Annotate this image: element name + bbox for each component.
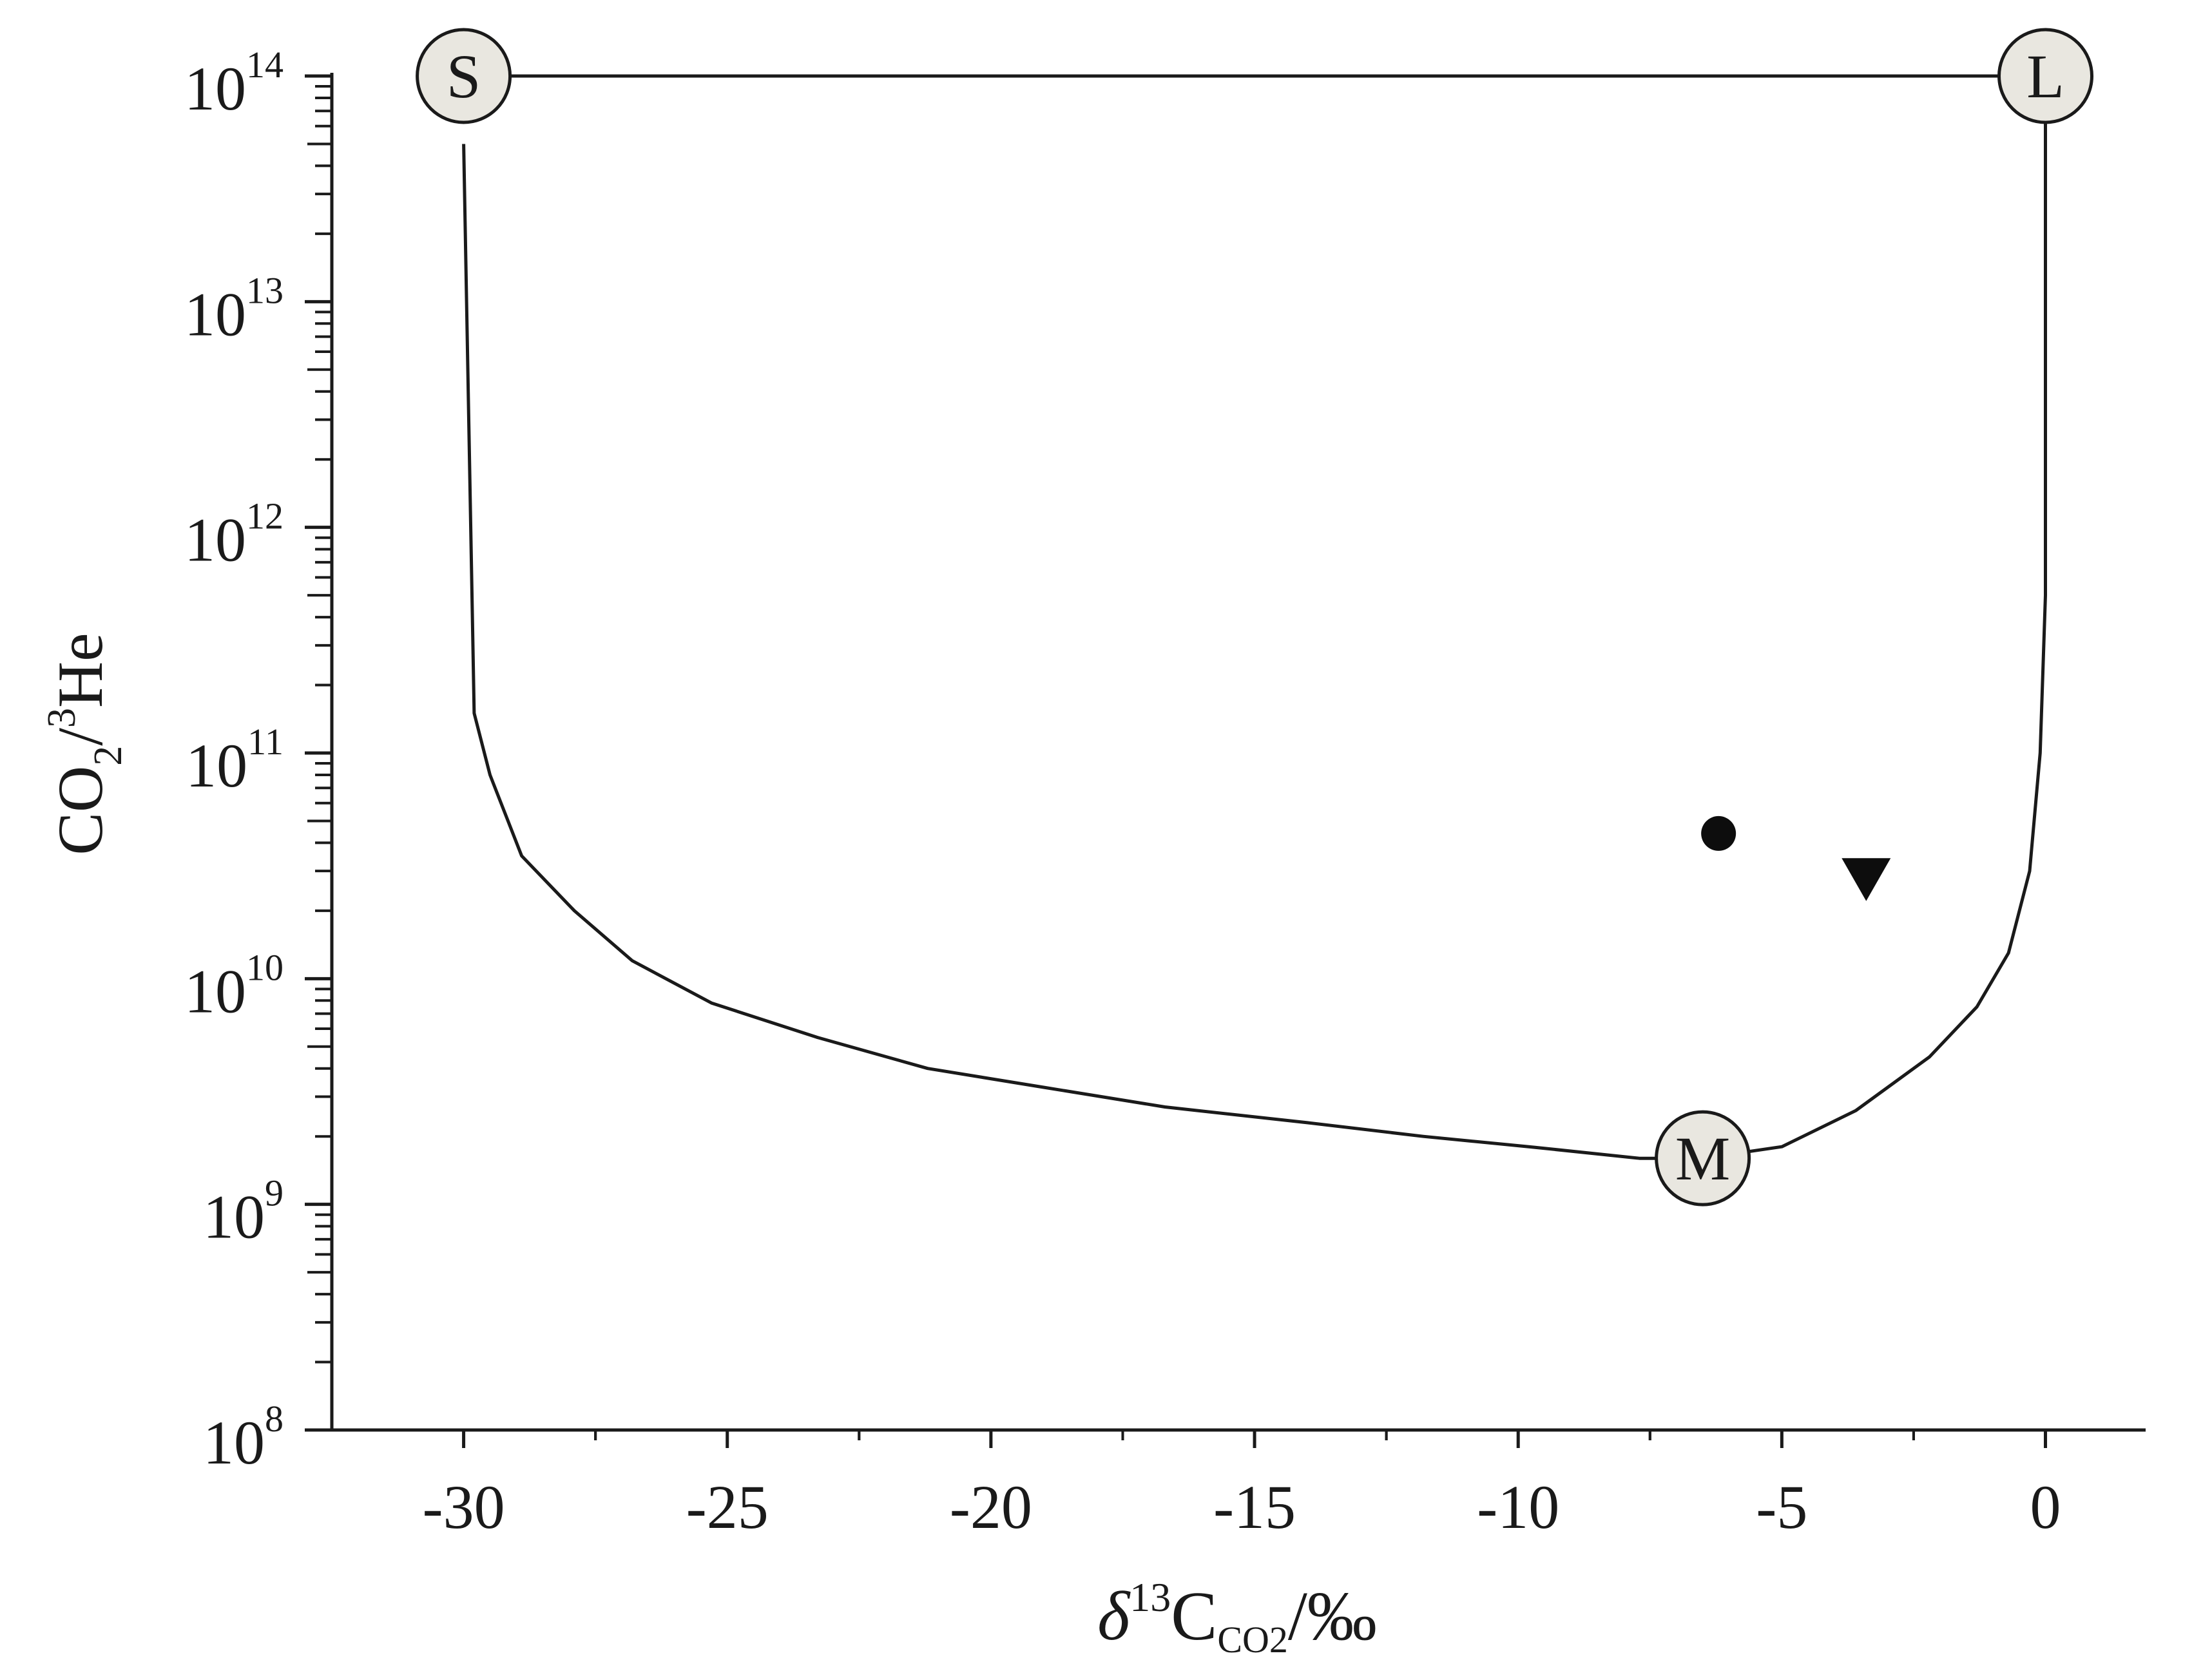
data-point-triangle [1842, 858, 1891, 901]
y-tick-label-exponent: 12 [246, 495, 284, 537]
y-tick-label-exponent: 11 [247, 721, 284, 763]
y-tick-label: 1011 [186, 721, 284, 800]
y-axis-label-base: CO [44, 766, 116, 855]
end-member-circle [416, 28, 512, 124]
y-tick-label: 1012 [184, 495, 284, 575]
y-tick-label: 1010 [184, 946, 284, 1025]
y-tick-label-base: 10 [184, 280, 246, 348]
end-member-label: L [2026, 42, 2064, 111]
mixing-curve [462, 144, 1703, 1160]
y-tick-label-exponent: 10 [246, 946, 284, 988]
end-member-circle [1997, 28, 2094, 124]
y-axis-label-subscript: 2 [86, 746, 130, 766]
end-member-M: M [1655, 1110, 1751, 1206]
x-tick-label: 0 [2030, 1473, 2061, 1541]
y-tick-label-base: 10 [184, 54, 246, 123]
y-tick-label-base: 10 [184, 506, 246, 575]
y-tick-label-base: 10 [203, 1408, 265, 1477]
end-member-circle [1655, 1110, 1751, 1206]
y-tick-label-base: 10 [203, 1183, 265, 1252]
y-tick-label: 109 [203, 1172, 284, 1252]
x-axis-label: δ13CCO2/‰ [1097, 1574, 1377, 1661]
y-tick-label-exponent: 9 [265, 1172, 284, 1214]
x-tick-label: -5 [1756, 1473, 1807, 1541]
data-point-circle [1701, 815, 1736, 851]
y-tick-label-exponent: 8 [265, 1398, 284, 1440]
x-tick-label: -20 [950, 1473, 1032, 1541]
y-tick-label-exponent: 13 [246, 269, 284, 311]
x-axis-label-mass: 13 [1130, 1574, 1171, 1620]
y-tick-label-base: 10 [186, 731, 247, 800]
x-axis-label-delta: δ [1097, 1578, 1131, 1655]
x-tick-label: -15 [1213, 1473, 1296, 1541]
mixing-curve [1702, 76, 2047, 1160]
y-tick-label-exponent: 14 [246, 44, 284, 86]
end-member-L: L [1997, 28, 2094, 124]
x-axis-label-unit: /‰ [1288, 1578, 1377, 1655]
end-member-S: S [416, 28, 512, 124]
y-tick-label: 1013 [184, 269, 284, 348]
x-tick-label: -30 [423, 1473, 505, 1541]
x-axis-label-subscript: CO2 [1217, 1619, 1288, 1661]
end-member-label: S [447, 42, 481, 111]
x-axis-label-element: C [1171, 1578, 1217, 1655]
y-axis-label: CO2/3He [40, 633, 130, 855]
y-axis-label-mass: 3 [40, 708, 84, 728]
x-tick-label: -10 [1477, 1473, 1559, 1541]
end-member-label: M [1675, 1124, 1730, 1193]
y-axis-label-slash: / [44, 728, 116, 746]
y-tick-label: 1014 [184, 44, 284, 123]
y-axis-label-element: He [44, 633, 116, 708]
y-tick-label-base: 10 [184, 957, 246, 1025]
y-tick-label: 108 [203, 1398, 284, 1477]
x-tick-label: -25 [686, 1473, 769, 1541]
